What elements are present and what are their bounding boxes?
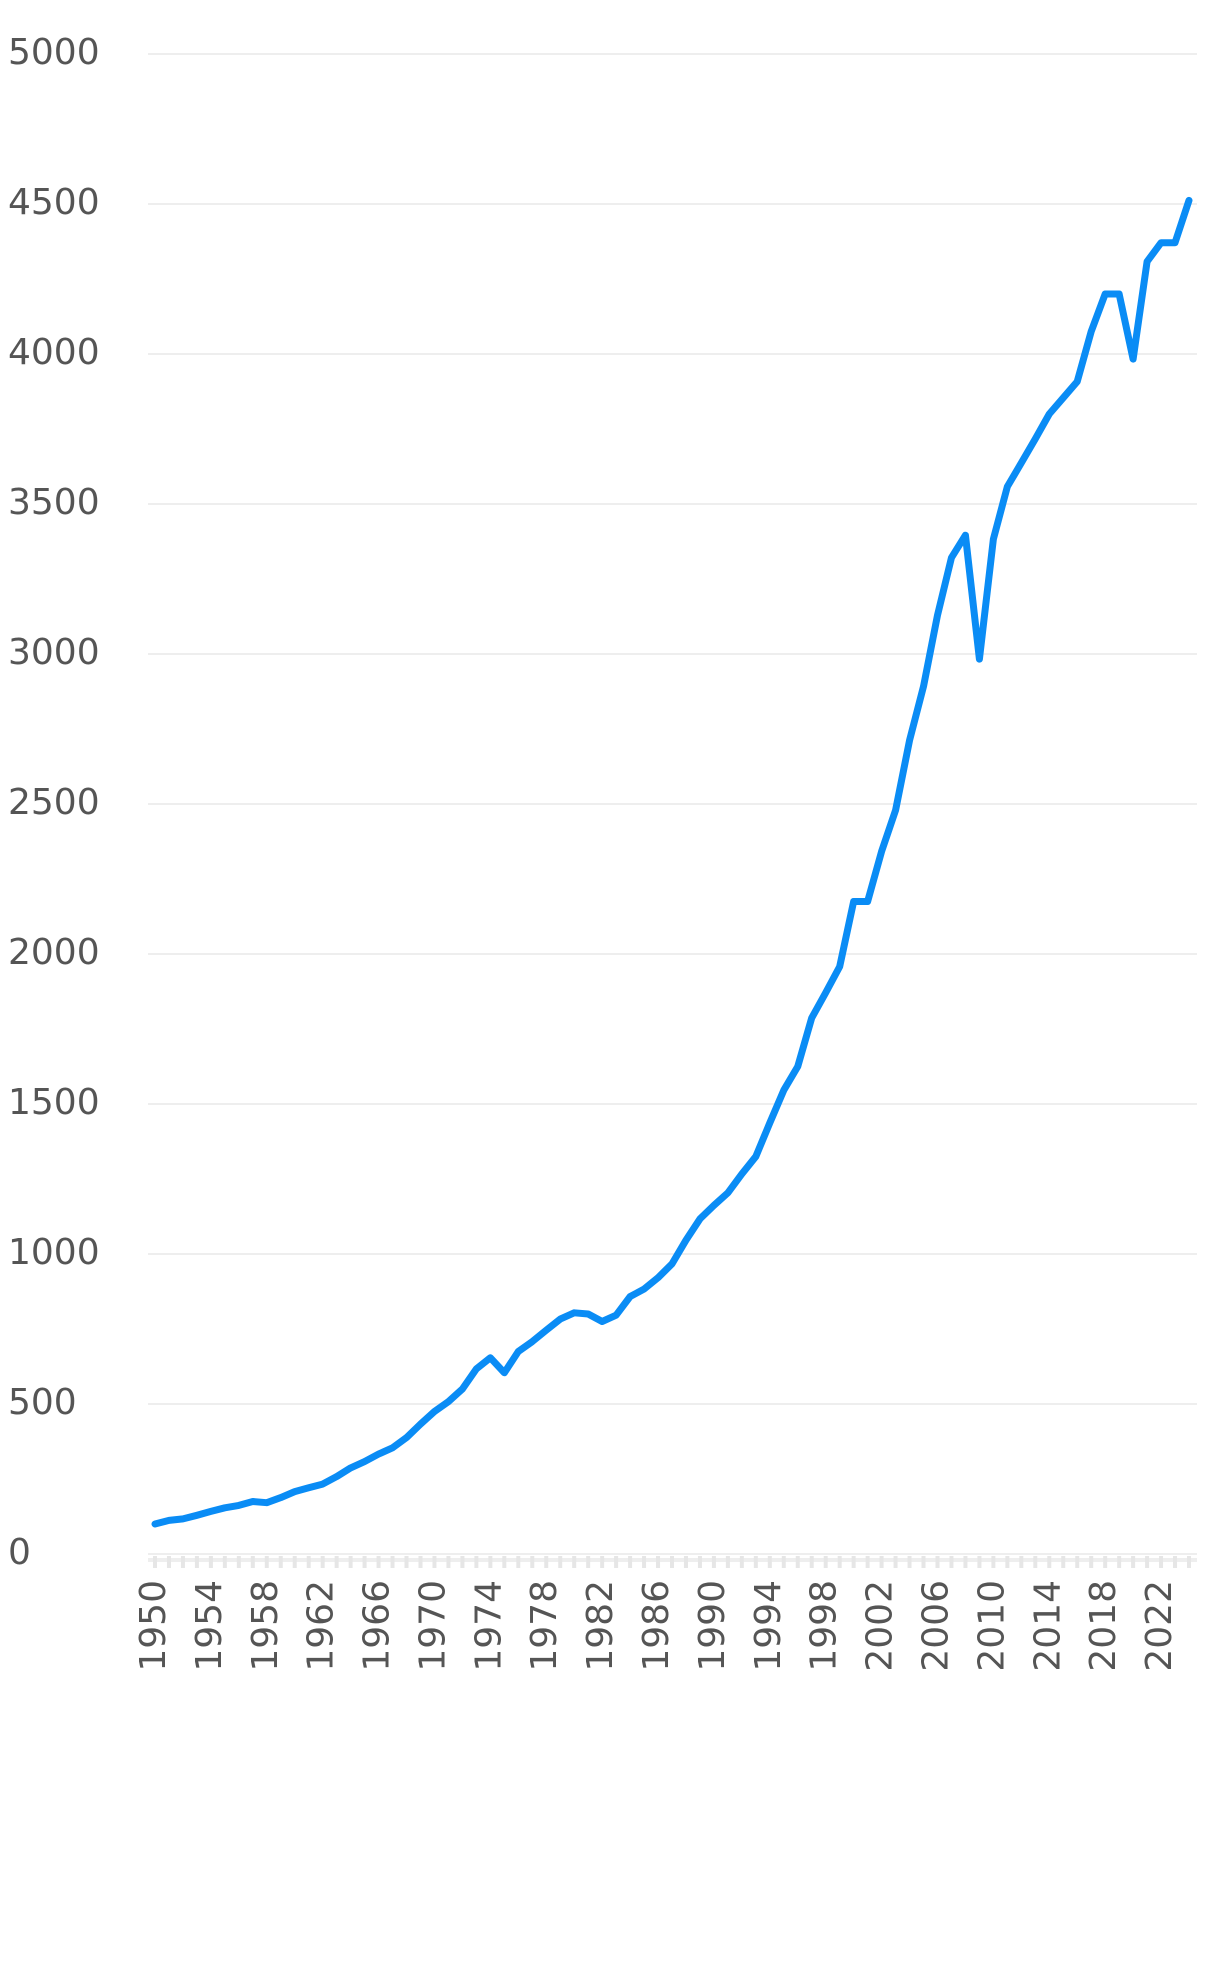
- x-tick-label: 1982: [580, 1580, 621, 1672]
- x-tick-label: 1998: [804, 1580, 845, 1672]
- y-tick-label: 3500: [8, 482, 100, 523]
- x-tick-label: 1950: [133, 1580, 174, 1672]
- y-tick-label: 3000: [8, 632, 100, 673]
- x-tick-label: 1978: [524, 1580, 565, 1672]
- x-tick-label: 2014: [1027, 1580, 1068, 1672]
- x-tick-label: 1970: [412, 1580, 453, 1672]
- line-series: [151, 196, 1193, 1528]
- x-tick-label: 2022: [1139, 1580, 1180, 1672]
- y-tick-label: 4000: [8, 332, 100, 373]
- y-tick-label: 1000: [8, 1232, 100, 1273]
- y-tick-label: 2500: [8, 782, 100, 823]
- x-tick-label: 2002: [860, 1580, 901, 1672]
- x-tick-label: 1958: [245, 1580, 286, 1672]
- x-tick-label: 1990: [692, 1580, 733, 1672]
- x-tick-label: 1974: [468, 1580, 509, 1672]
- y-tick-label: 2000: [8, 932, 100, 973]
- x-tick-label: 1986: [636, 1580, 677, 1672]
- x-tick-label: 1994: [748, 1580, 789, 1672]
- x-tick-label: 2006: [915, 1580, 956, 1672]
- x-tick-label: 1962: [301, 1580, 342, 1672]
- y-tick-label: 4500: [8, 182, 100, 223]
- x-tick-label: 2010: [971, 1580, 1012, 1672]
- x-tick-label: 2018: [1083, 1580, 1124, 1672]
- y-tick-label: 500: [8, 1382, 77, 1423]
- y-tick-label: 1500: [8, 1082, 100, 1123]
- x-tick-label: 1954: [189, 1580, 230, 1672]
- y-tick-label: 0: [8, 1532, 31, 1573]
- x-tick-label: 1966: [357, 1580, 398, 1672]
- y-tick-label: 5000: [8, 32, 100, 73]
